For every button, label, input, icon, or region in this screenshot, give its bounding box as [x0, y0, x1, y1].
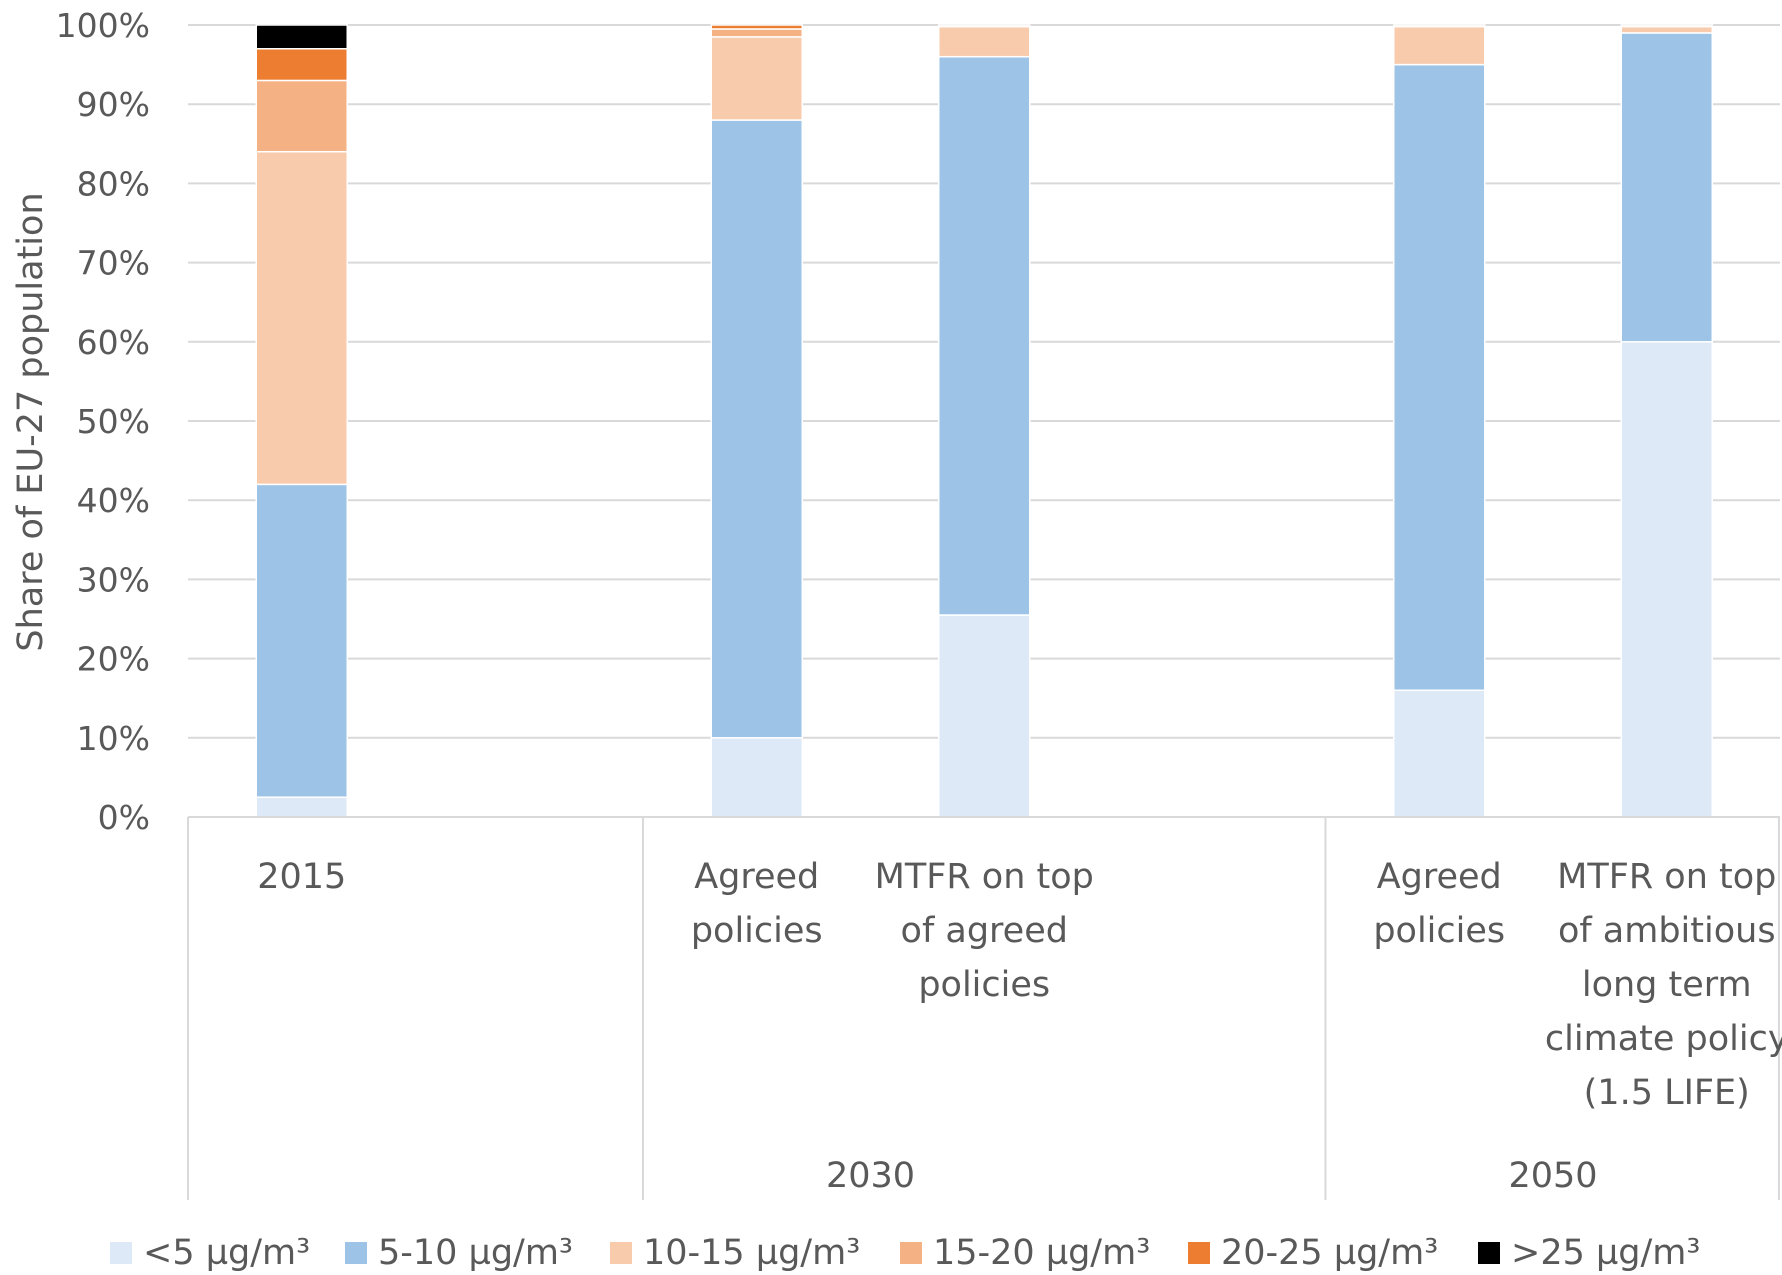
bar-segment: [255, 48, 348, 82]
group-label: 2050: [1508, 1156, 1597, 1196]
category-label: Agreed policies: [1373, 857, 1505, 951]
bar-segment: [1620, 24, 1713, 28]
category-label: 2015: [257, 857, 346, 897]
bar-segment: [255, 483, 348, 798]
category-label: MTFR on top of ambitious long term climate …: [1545, 857, 1782, 1113]
y-tick-label: 80%: [77, 164, 150, 203]
bar-segment: [1620, 32, 1713, 343]
bar-segment: [938, 614, 1031, 818]
y-tick-label: 30%: [77, 560, 150, 599]
category-label-line: (1.5 LIFE): [1584, 1073, 1750, 1113]
bar-segment: [255, 796, 348, 818]
bar-segment: [255, 24, 348, 50]
legend-swatch: [1478, 1242, 1500, 1264]
category-label-line: climate policy: [1545, 1019, 1782, 1059]
legend-label: <5 µg/m³: [143, 1233, 310, 1273]
bar-segment: [1393, 25, 1486, 66]
legend: <5 µg/m³ 5-10 µg/m³ 10-15 µg/m³ 15-20 µg/m³…: [110, 1233, 1700, 1273]
legend-swatch: [345, 1242, 367, 1264]
category-label: MTFR on top of agreed policies: [875, 857, 1094, 1005]
bar-segment: [710, 28, 803, 38]
group-label: 2030: [826, 1156, 915, 1196]
bar-segment: [1620, 25, 1713, 34]
category-label-line: policies: [918, 965, 1050, 1005]
category-label-line: MTFR on top: [1557, 857, 1776, 897]
legend-label: 15-20 µg/m³: [933, 1233, 1150, 1273]
category-label-line: long term: [1582, 965, 1752, 1005]
category-label-line: 2015: [257, 857, 346, 897]
bar-segment: [710, 36, 803, 121]
bar-segment: [255, 79, 348, 153]
bars: [255, 24, 1713, 818]
bar-segment: [710, 119, 803, 739]
legend-swatch: [610, 1242, 632, 1264]
category-label-line: Agreed: [694, 857, 819, 897]
bar-segment: [710, 737, 803, 818]
bar-segment: [938, 25, 1031, 58]
bar-segment: [938, 24, 1031, 28]
y-tick-label: 0%: [98, 798, 150, 837]
legend-label: >25 µg/m³: [1511, 1233, 1700, 1273]
bar-segment: [710, 24, 803, 30]
category-label-line: of ambitious: [1558, 911, 1776, 951]
y-tick-label: 90%: [77, 85, 150, 124]
y-tick-label: 100%: [56, 6, 150, 45]
bar-segment: [938, 55, 1031, 616]
legend-swatch: [1188, 1242, 1210, 1264]
category-label-line: Agreed: [1377, 857, 1502, 897]
y-tick-label: 60%: [77, 323, 150, 362]
y-axis-title: Share of EU-27 population: [11, 192, 51, 651]
bar-segment: [255, 150, 348, 486]
y-tick-label: 20%: [77, 640, 150, 679]
y-tick-label: 70%: [77, 244, 150, 283]
category-label-line: of agreed: [901, 911, 1068, 951]
bar-segment: [1393, 63, 1486, 692]
group-labels: 2030 2050: [826, 1156, 1598, 1196]
legend-swatch: [900, 1242, 922, 1264]
category-label-line: MTFR on top: [875, 857, 1094, 897]
category-label-line: policies: [691, 911, 823, 951]
y-tick-label: 50%: [77, 402, 150, 441]
bar-segment: [1393, 689, 1486, 818]
y-tick-label: 10%: [77, 719, 150, 758]
bar-segment: [1620, 341, 1713, 818]
category-label: Agreed policies: [691, 857, 823, 951]
legend-label: 5-10 µg/m³: [378, 1233, 573, 1273]
axes: [187, 816, 1780, 1200]
legend-swatch: [110, 1242, 132, 1264]
legend-label: 10-15 µg/m³: [643, 1233, 860, 1273]
y-tick-labels: 0% 10% 20% 30% 40% 50% 60% 70% 80% 90% 100%: [56, 6, 150, 837]
category-labels: 2015 Agreed policies MTFR on top of agreed po…: [257, 857, 1782, 1113]
bar-segment: [1393, 24, 1486, 28]
category-label-line: policies: [1373, 911, 1505, 951]
legend-label: 20-25 µg/m³: [1221, 1233, 1438, 1273]
y-tick-label: 40%: [77, 481, 150, 520]
